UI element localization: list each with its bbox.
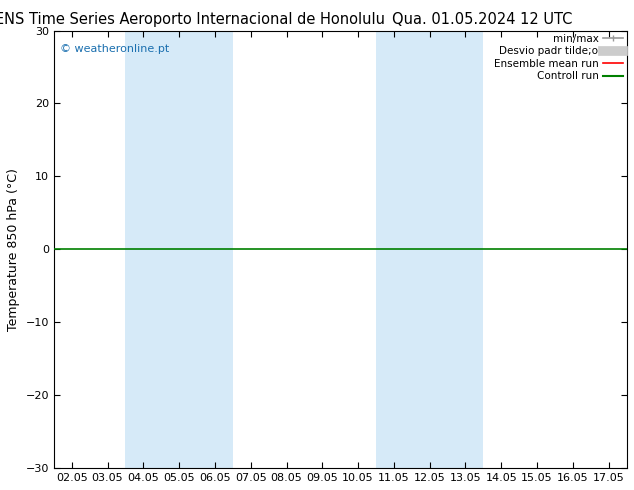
Text: © weatheronline.pt: © weatheronline.pt [60,44,169,54]
Text: ENS Time Series Aeroporto Internacional de Honolulu: ENS Time Series Aeroporto Internacional … [0,12,385,27]
Bar [376,30,483,468]
Text: Qua. 01.05.2024 12 UTC: Qua. 01.05.2024 12 UTC [392,12,572,27]
Y-axis label: Temperature 850 hPa (°C): Temperature 850 hPa (°C) [7,168,20,331]
Legend: min/max, Desvio padr tilde;o, Ensemble mean run, Controll run: min/max, Desvio padr tilde;o, Ensemble m… [494,34,623,81]
Bar [126,30,233,468]
